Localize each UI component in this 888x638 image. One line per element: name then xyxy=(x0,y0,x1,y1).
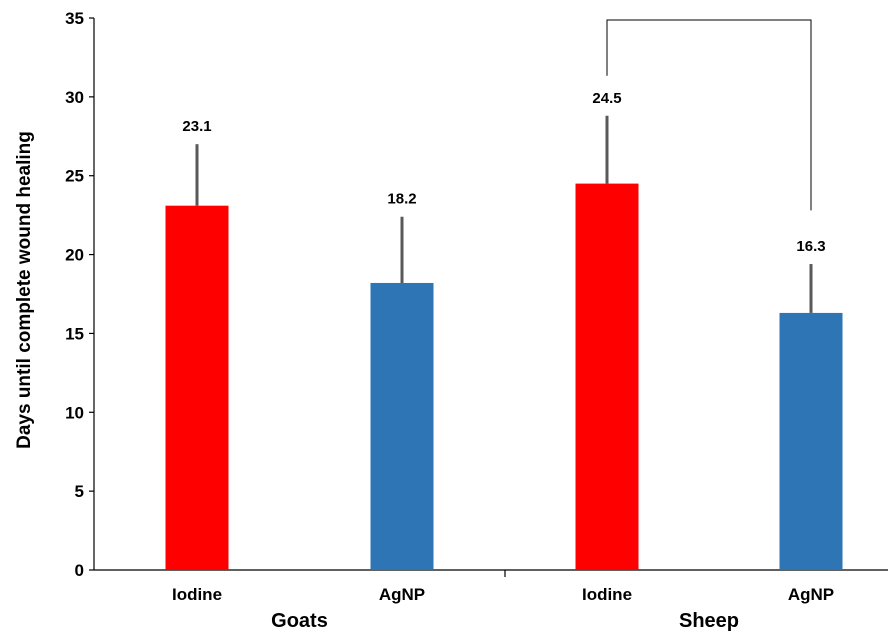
x-group-label: Goats xyxy=(271,610,328,632)
y-tick-label: 15 xyxy=(65,324,84,343)
bar xyxy=(370,282,434,570)
bar xyxy=(575,183,639,570)
y-tick-label: 35 xyxy=(65,9,84,28)
bar xyxy=(165,205,229,570)
x-category-label: AgNP xyxy=(379,585,425,604)
x-category-label: Iodine xyxy=(582,585,632,604)
y-axis-title: Days until complete wound healing xyxy=(14,131,35,449)
data-label: 24.5 xyxy=(592,90,621,107)
y-tick-label: 25 xyxy=(65,167,84,186)
y-tick-label: 5 xyxy=(75,482,84,501)
data-label: 23.1 xyxy=(182,118,211,135)
data-label: 18.2 xyxy=(387,191,416,208)
bar xyxy=(779,312,843,570)
x-group-label: Sheep xyxy=(679,610,739,632)
y-tick-label: 10 xyxy=(65,403,84,422)
data-label: 16.3 xyxy=(796,238,825,255)
x-category-label: Iodine xyxy=(172,585,222,604)
y-tick-label: 30 xyxy=(65,88,84,107)
y-tick-label: 20 xyxy=(65,246,84,265)
x-category-label: AgNP xyxy=(788,585,834,604)
y-tick-label: 0 xyxy=(75,561,84,580)
significance-bracket xyxy=(606,19,812,211)
